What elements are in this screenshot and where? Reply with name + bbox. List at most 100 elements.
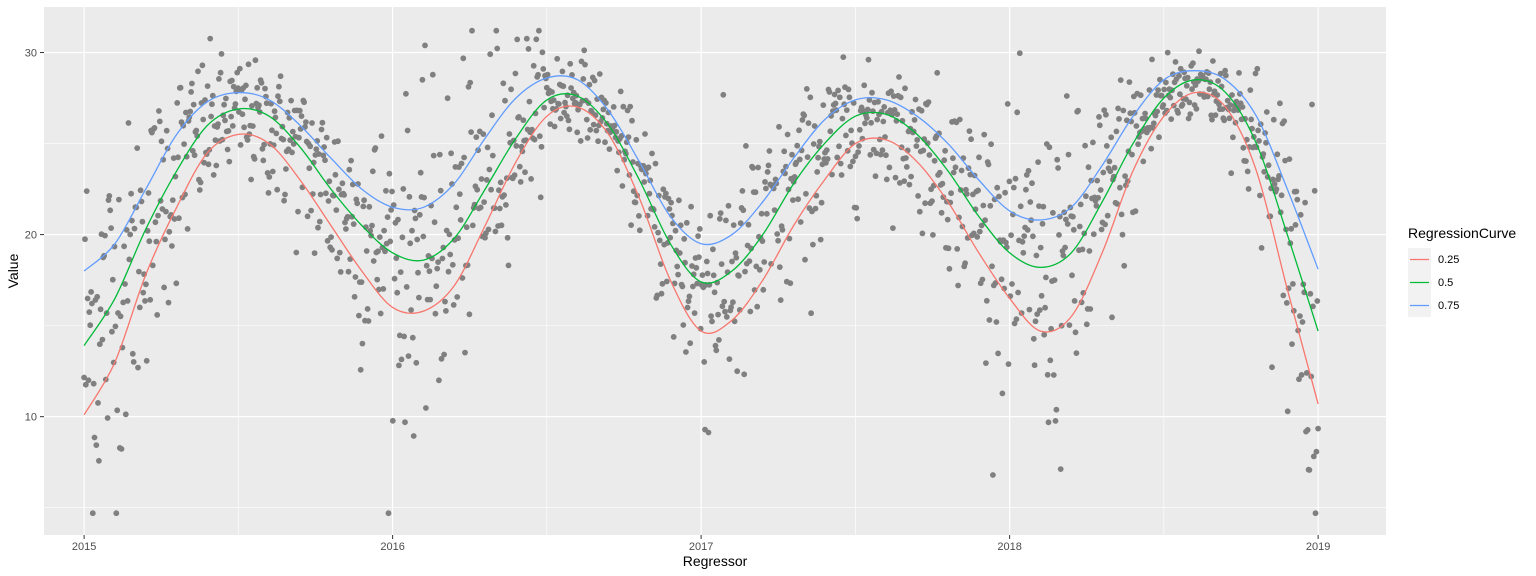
data-point <box>1086 248 1093 254</box>
data-point <box>547 121 554 127</box>
data-point <box>586 81 593 88</box>
data-point <box>938 209 945 216</box>
data-point <box>810 241 816 248</box>
data-point <box>991 196 998 203</box>
data-point <box>173 280 180 287</box>
data-point <box>473 134 480 141</box>
data-point <box>457 217 464 223</box>
data-point <box>387 238 394 245</box>
data-point <box>766 148 773 154</box>
data-point <box>1221 117 1228 124</box>
data-point <box>316 151 322 157</box>
data-point <box>651 224 658 230</box>
data-point <box>394 289 401 296</box>
data-point <box>1002 189 1008 196</box>
data-point <box>1057 466 1064 472</box>
data-point <box>1263 139 1269 146</box>
data-point <box>1177 91 1183 98</box>
data-point <box>936 169 943 176</box>
data-point <box>544 71 551 78</box>
data-point <box>691 310 698 316</box>
data-point <box>892 174 899 181</box>
data-point <box>1297 313 1303 319</box>
data-point <box>384 214 391 221</box>
data-point <box>976 154 982 161</box>
data-point <box>216 76 222 82</box>
data-point <box>790 197 796 204</box>
y-axis: 10 20 30 <box>25 48 44 424</box>
data-point <box>874 116 881 123</box>
data-point <box>337 269 344 275</box>
major-gridlines <box>44 7 1386 535</box>
data-point <box>1017 203 1024 210</box>
data-point <box>1113 128 1120 135</box>
data-point <box>1043 274 1049 281</box>
data-point <box>434 265 441 272</box>
data-point <box>323 190 329 197</box>
data-point <box>824 156 831 162</box>
data-point <box>326 178 333 185</box>
data-point <box>81 374 87 381</box>
data-point <box>1299 319 1306 325</box>
data-point <box>408 307 414 313</box>
data-point <box>611 122 618 129</box>
data-point <box>701 359 708 365</box>
data-point <box>628 222 634 229</box>
data-point <box>461 154 467 161</box>
data-point <box>988 141 994 148</box>
data-point <box>448 150 454 157</box>
data-point <box>840 54 847 60</box>
data-point <box>850 158 856 165</box>
data-point <box>474 186 481 193</box>
data-point <box>469 27 475 34</box>
data-point <box>83 188 90 195</box>
data-point <box>1121 262 1128 269</box>
data-point <box>1132 208 1139 215</box>
data-point <box>228 113 235 120</box>
data-point <box>162 236 168 243</box>
data-point <box>625 134 632 141</box>
data-point <box>1006 178 1013 185</box>
data-point <box>1082 142 1088 149</box>
data-point <box>1214 92 1221 98</box>
data-point <box>1293 188 1300 195</box>
data-point <box>856 126 863 133</box>
data-point <box>683 349 689 355</box>
data-point <box>530 62 537 69</box>
data-point <box>281 197 287 204</box>
data-point <box>423 405 429 411</box>
data-point <box>791 174 798 180</box>
data-point <box>493 27 500 34</box>
data-point <box>620 103 627 110</box>
data-point <box>1239 104 1246 110</box>
data-point <box>860 108 867 114</box>
data-point <box>1142 110 1148 117</box>
data-point <box>913 143 920 150</box>
data-point <box>1044 371 1051 378</box>
data-point <box>1226 115 1233 122</box>
data-point <box>709 318 715 325</box>
data-point <box>704 270 711 277</box>
data-point <box>514 36 521 43</box>
data-point <box>864 106 871 113</box>
data-point <box>1126 79 1133 85</box>
data-point <box>170 155 177 162</box>
data-point <box>796 127 802 134</box>
data-point <box>600 106 607 113</box>
data-point <box>870 108 876 115</box>
data-point <box>1244 168 1251 175</box>
data-point <box>1206 86 1213 93</box>
data-point <box>567 60 574 67</box>
data-point <box>350 221 357 228</box>
data-point <box>194 133 201 139</box>
data-point <box>989 263 995 270</box>
data-point <box>344 213 351 220</box>
data-point <box>1033 252 1040 259</box>
data-point <box>137 187 144 194</box>
data-point <box>721 298 728 305</box>
data-point <box>248 176 255 183</box>
data-point <box>1304 427 1311 433</box>
data-point <box>655 229 661 236</box>
data-point <box>1204 93 1211 100</box>
